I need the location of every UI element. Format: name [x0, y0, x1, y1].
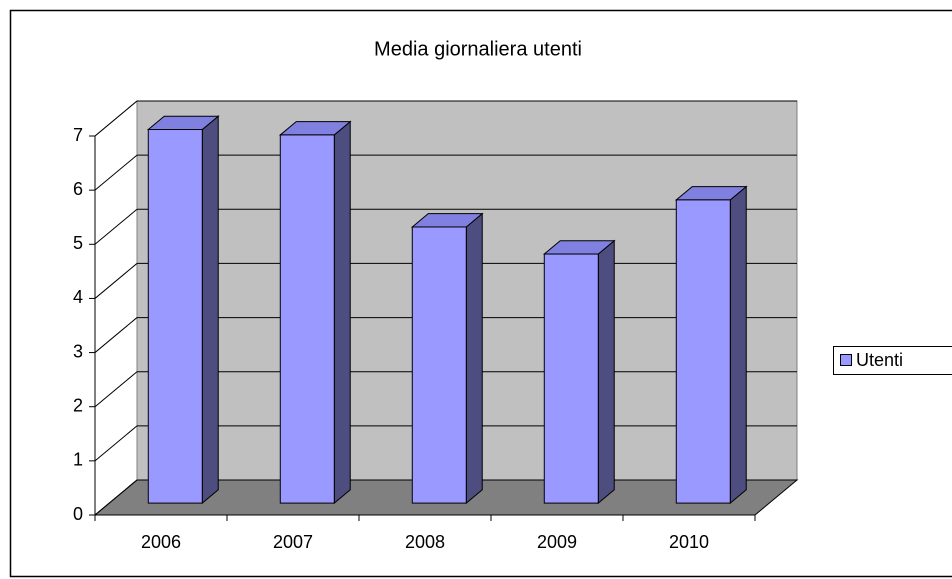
bar-side: [333, 120, 351, 505]
grid-line: [94, 263, 138, 299]
bar-front: [543, 253, 599, 504]
x-tick-label: 2009: [537, 532, 577, 552]
grid-line: [94, 100, 138, 137]
bar-side: [597, 239, 615, 505]
bar: [542, 239, 616, 505]
x-tick-label: 2010: [669, 532, 709, 552]
bar: [146, 115, 220, 505]
side-wall: [94, 99, 138, 517]
bar-side: [729, 185, 747, 505]
bar-side: [465, 212, 483, 505]
legend-box: [833, 346, 952, 375]
chart-title: Media giornaliera utenti: [374, 38, 582, 60]
y-tick-label: 7: [73, 125, 83, 145]
y-tick-label: 4: [73, 287, 83, 307]
y-tick-label: 2: [73, 395, 83, 415]
grid-line: [94, 479, 138, 516]
x-tick-label: 2008: [405, 532, 445, 552]
y-tick-label: 0: [73, 504, 83, 524]
bar: [674, 185, 748, 505]
bar: [410, 212, 484, 505]
bar-front: [675, 199, 731, 504]
y-tick-label: 1: [73, 450, 83, 470]
grid-line: [94, 154, 138, 191]
y-tick-label: 5: [73, 233, 83, 253]
bar-front: [279, 134, 335, 504]
grid-line: [94, 425, 138, 462]
x-tick-label: 2007: [273, 532, 313, 552]
bar-side: [201, 115, 219, 505]
grid-line: [94, 371, 138, 408]
y-tick-label: 6: [73, 179, 83, 199]
legend-swatch: [840, 354, 852, 366]
x-tick-label: 2006: [141, 532, 181, 552]
bar: [278, 120, 352, 505]
grid-line: [94, 208, 138, 245]
legend-label: Utenti: [856, 350, 903, 370]
y-tick-label: 3: [73, 341, 83, 361]
bar-front: [411, 226, 467, 504]
bar-front: [147, 129, 203, 504]
grid-line: [94, 317, 138, 353]
